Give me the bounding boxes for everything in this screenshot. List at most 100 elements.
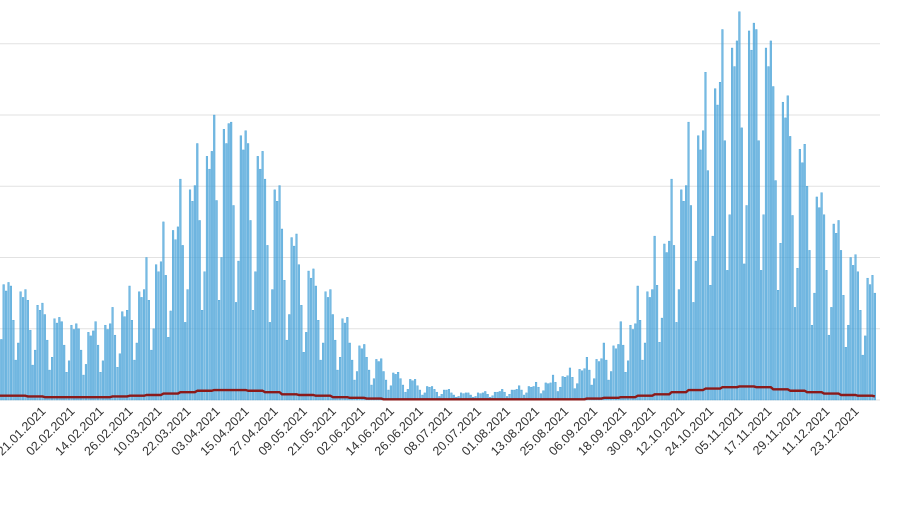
bar xyxy=(663,243,666,401)
bar xyxy=(392,372,395,401)
bar xyxy=(295,233,298,401)
bar xyxy=(280,228,284,401)
bar xyxy=(856,271,859,401)
bar xyxy=(43,314,46,401)
bar xyxy=(626,360,630,401)
bar xyxy=(762,214,765,401)
bar xyxy=(84,364,88,401)
bar xyxy=(566,375,569,401)
bar xyxy=(767,66,770,401)
bar xyxy=(162,221,165,401)
bar xyxy=(414,379,417,401)
bar xyxy=(75,323,78,401)
bar xyxy=(67,360,71,401)
bar xyxy=(745,205,748,401)
bar xyxy=(634,323,637,401)
bar xyxy=(249,220,252,401)
bar xyxy=(355,371,359,401)
bar xyxy=(631,329,634,401)
bar xyxy=(820,192,823,401)
bar xyxy=(554,381,557,401)
bar xyxy=(213,114,216,401)
bar xyxy=(169,310,172,401)
bar xyxy=(29,329,32,401)
bar xyxy=(72,329,75,401)
bar xyxy=(34,349,37,401)
bar xyxy=(48,369,51,401)
bar xyxy=(585,357,588,401)
bar xyxy=(101,360,104,401)
bar xyxy=(155,264,158,401)
bar xyxy=(660,317,663,401)
bar xyxy=(595,359,598,401)
bar xyxy=(172,230,175,401)
bar xyxy=(360,348,363,401)
bar xyxy=(7,282,10,401)
bar xyxy=(818,207,821,401)
bar xyxy=(430,386,434,401)
bar xyxy=(227,123,230,401)
bar xyxy=(839,250,843,401)
bar xyxy=(583,368,586,401)
bar xyxy=(259,168,262,401)
bar xyxy=(239,135,242,401)
bar xyxy=(682,201,685,401)
bar xyxy=(167,337,170,401)
bar xyxy=(735,40,738,401)
bar xyxy=(285,339,288,401)
bar xyxy=(159,261,163,401)
bar xyxy=(409,379,412,401)
bar xyxy=(109,323,112,401)
bar xyxy=(92,330,95,401)
bar xyxy=(590,384,593,401)
bar xyxy=(365,357,368,401)
bar xyxy=(866,277,869,401)
bar xyxy=(377,361,380,401)
bar xyxy=(179,178,182,401)
bar xyxy=(653,235,656,401)
bar xyxy=(670,178,673,401)
bar xyxy=(568,367,572,401)
bar xyxy=(815,196,818,401)
bar xyxy=(397,372,400,401)
bar xyxy=(740,127,743,401)
bar xyxy=(140,297,143,401)
bar xyxy=(334,339,337,401)
bar xyxy=(181,245,184,401)
bar xyxy=(687,121,690,401)
bar xyxy=(864,335,867,401)
bar xyxy=(17,342,20,401)
bar xyxy=(709,285,712,401)
bar xyxy=(191,201,194,401)
bar xyxy=(714,88,717,401)
bar xyxy=(319,359,322,401)
bar xyxy=(230,121,233,401)
bar xyxy=(60,321,63,401)
bar xyxy=(576,383,579,401)
bar xyxy=(210,151,213,401)
bar xyxy=(372,378,375,401)
bar xyxy=(273,189,276,401)
bar xyxy=(196,143,199,401)
bar xyxy=(593,378,596,401)
bar xyxy=(351,359,354,401)
bar xyxy=(731,47,734,401)
bar xyxy=(668,240,671,401)
bar xyxy=(150,349,153,401)
bar xyxy=(276,201,279,401)
bar xyxy=(411,380,414,401)
bar xyxy=(174,239,177,401)
bar xyxy=(358,345,361,401)
bar xyxy=(612,345,615,401)
bar xyxy=(305,332,308,401)
bar xyxy=(138,291,141,401)
bar xyxy=(65,372,68,401)
bar xyxy=(571,377,574,401)
bar xyxy=(675,322,678,401)
bar xyxy=(186,289,189,401)
bar xyxy=(561,376,564,401)
bar xyxy=(842,295,845,401)
bar xyxy=(798,148,801,401)
bar xyxy=(646,291,649,401)
